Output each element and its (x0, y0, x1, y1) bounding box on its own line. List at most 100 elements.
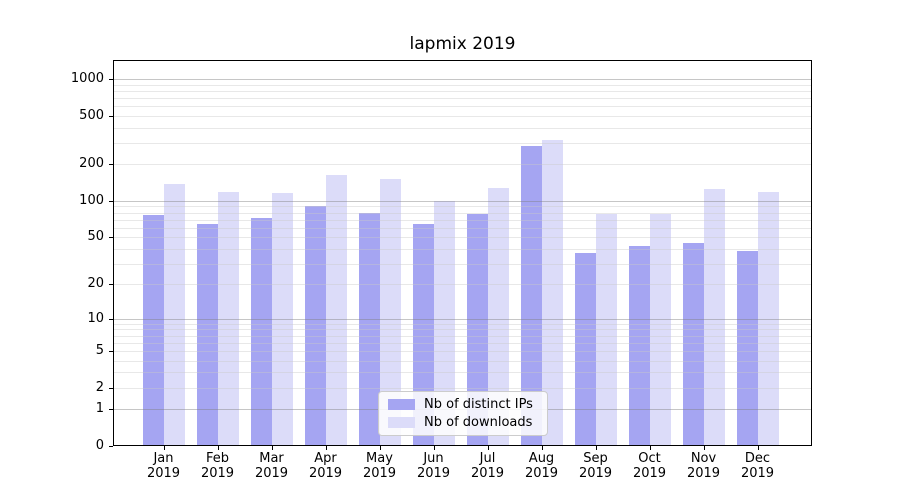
bar-distinct-ips-feb (196, 224, 218, 446)
bar-downloads-sep (595, 213, 617, 446)
bar-distinct-ips-oct (628, 246, 650, 446)
bar-distinct-ips-aug (520, 146, 542, 446)
bar-downloads-apr (325, 174, 347, 446)
y-tick-label-200: 200 (79, 156, 104, 172)
gridline-minor-5 (113, 350, 812, 352)
bar-distinct-ips-jun (412, 224, 434, 446)
bar-distinct-ips-apr (304, 206, 326, 446)
bar-distinct-ips-jul (466, 213, 488, 446)
gridline-major-100 (113, 200, 812, 202)
gridline-minor-30 (113, 263, 812, 265)
y-tick-200 (109, 164, 113, 166)
bar-distinct-ips-jan (142, 214, 164, 446)
gridline-major-1000 (113, 78, 812, 80)
gridline-minor-20 (113, 284, 812, 286)
x-tick-jul (487, 446, 489, 450)
bar-distinct-ips-dec (736, 251, 758, 446)
gridline-minor-90 (113, 206, 812, 208)
x-tick-may (379, 446, 381, 450)
y-tick-label-20: 20 (87, 276, 104, 292)
bar-distinct-ips-nov (682, 242, 704, 446)
gridline-minor-900 (113, 84, 812, 86)
x-tick-label-dec: Dec 2019 (740, 451, 775, 481)
gridline-minor-80 (113, 212, 812, 214)
gridline-minor-70 (113, 219, 812, 221)
y-tick-10 (109, 318, 113, 320)
gridline-minor-7 (113, 335, 812, 337)
x-tick-label-mar: Mar 2019 (254, 451, 289, 481)
gridline-minor-9 (113, 323, 812, 325)
x-tick-feb (217, 446, 219, 450)
bar-distinct-ips-may (358, 212, 380, 446)
x-tick-label-oct: Oct 2019 (632, 451, 667, 481)
gridline-minor-50 (113, 237, 812, 239)
legend-label-distinct-ips: Nb of distinct IPs (424, 397, 533, 413)
gridline-minor-8 (113, 329, 812, 331)
legend-swatch-distinct-ips (388, 399, 415, 411)
x-tick-oct (649, 446, 651, 450)
y-tick-50 (109, 237, 113, 239)
x-tick-mar (271, 446, 273, 450)
x-tick-jan (163, 446, 165, 450)
gridline-minor-500 (113, 115, 812, 117)
x-tick-label-sep: Sep 2019 (578, 451, 613, 481)
x-tick-label-jan: Jan 2019 (146, 451, 181, 481)
legend-item-downloads: Nb of downloads (388, 415, 538, 430)
gridline-minor-4 (113, 360, 812, 362)
bar-distinct-ips-mar (250, 218, 272, 446)
bar-downloads-nov (703, 189, 725, 446)
y-tick-label-10: 10 (87, 310, 104, 326)
gridline-minor-600 (113, 106, 812, 108)
legend-swatch-downloads (388, 416, 415, 428)
y-tick-20 (109, 284, 113, 286)
x-tick-label-nov: Nov 2019 (686, 451, 721, 481)
y-tick-label-100: 100 (79, 192, 104, 208)
gridline-minor-700 (113, 97, 812, 99)
y-tick-1 (109, 409, 113, 411)
chart-title: lapmix 2019 (409, 34, 516, 54)
x-tick-aug (541, 446, 543, 450)
bar-downloads-may (379, 179, 401, 446)
x-tick-label-apr: Apr 2019 (308, 451, 343, 481)
x-tick-nov (703, 446, 705, 450)
gridline-minor-2 (113, 387, 812, 389)
x-tick-label-feb: Feb 2019 (200, 451, 235, 481)
legend: Nb of distinct IPs Nb of downloads (378, 391, 548, 436)
gridline-minor-40 (113, 248, 812, 250)
gridline-minor-60 (113, 227, 812, 229)
bar-downloads-mar (271, 192, 293, 446)
y-tick-2 (109, 387, 113, 389)
x-tick-dec (757, 446, 759, 450)
bar-downloads-feb (217, 192, 239, 446)
x-tick-sep (595, 446, 597, 450)
y-tick-label-1: 1 (95, 401, 104, 417)
bar-distinct-ips-sep (574, 252, 596, 446)
x-tick-label-jul: Jul 2019 (470, 451, 505, 481)
y-tick-5 (109, 350, 113, 352)
y-tick-label-500: 500 (79, 107, 104, 123)
bar-downloads-aug (541, 140, 563, 446)
x-tick-apr (325, 446, 327, 450)
gridline-minor-300 (113, 142, 812, 144)
gridline-minor-6 (113, 342, 812, 344)
gridline-minor-200 (113, 164, 812, 166)
y-tick-500 (109, 115, 113, 117)
bar-downloads-jun (433, 200, 455, 446)
gridline-minor-800 (113, 90, 812, 92)
gridline-minor-400 (113, 127, 812, 129)
bar-downloads-dec (757, 192, 779, 446)
y-tick-1000 (109, 78, 113, 80)
x-tick-label-aug: Aug 2019 (524, 451, 559, 481)
bar-downloads-oct (649, 213, 671, 446)
y-tick-label-1000: 1000 (70, 70, 104, 86)
y-tick-label-0: 0 (95, 438, 104, 453)
x-tick-jun (433, 446, 435, 450)
y-tick-label-2: 2 (95, 379, 104, 395)
x-tick-label-may: May 2019 (362, 451, 397, 481)
legend-label-downloads: Nb of downloads (424, 414, 533, 430)
gridline-minor-3 (113, 372, 812, 374)
x-tick-label-jun: Jun 2019 (416, 451, 451, 481)
y-tick-label-5: 5 (95, 342, 104, 358)
y-tick-0 (109, 446, 113, 447)
